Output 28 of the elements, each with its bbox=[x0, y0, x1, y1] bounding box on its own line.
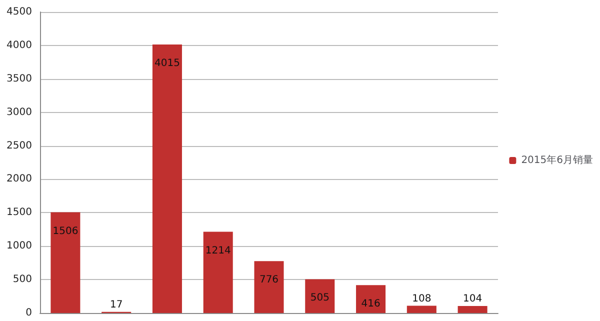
data-label: 4015 bbox=[154, 58, 180, 69]
y-tick-label: 3500 bbox=[6, 73, 32, 84]
bar bbox=[50, 212, 80, 313]
y-tick-label: 3000 bbox=[6, 106, 32, 118]
y-tick-label: 1000 bbox=[6, 240, 32, 252]
y-tick-label: 2000 bbox=[6, 174, 32, 185]
y-tick-label: 500 bbox=[12, 274, 32, 286]
y-tick-label: 1500 bbox=[6, 207, 32, 218]
y-tick-label: 4000 bbox=[6, 40, 32, 51]
y-tick-label: 2500 bbox=[6, 140, 32, 152]
bar bbox=[254, 261, 284, 313]
data-label: 108 bbox=[412, 293, 432, 304]
bar bbox=[458, 306, 488, 313]
y-tick-label: 0 bbox=[26, 308, 32, 318]
data-label: 17 bbox=[110, 299, 123, 310]
data-label: 505 bbox=[310, 292, 330, 304]
data-label: 776 bbox=[259, 274, 279, 286]
bar bbox=[305, 279, 335, 313]
legend-label: 2015年6月销量 bbox=[521, 154, 593, 166]
y-tick-label: 4500 bbox=[6, 6, 32, 18]
bar bbox=[152, 44, 182, 313]
data-label: 1214 bbox=[205, 245, 231, 256]
data-label: 104 bbox=[463, 294, 482, 305]
data-label: 416 bbox=[361, 298, 380, 310]
bar bbox=[203, 232, 233, 313]
data-label: 1506 bbox=[52, 226, 78, 237]
bar bbox=[406, 306, 436, 313]
bar bbox=[356, 285, 386, 313]
